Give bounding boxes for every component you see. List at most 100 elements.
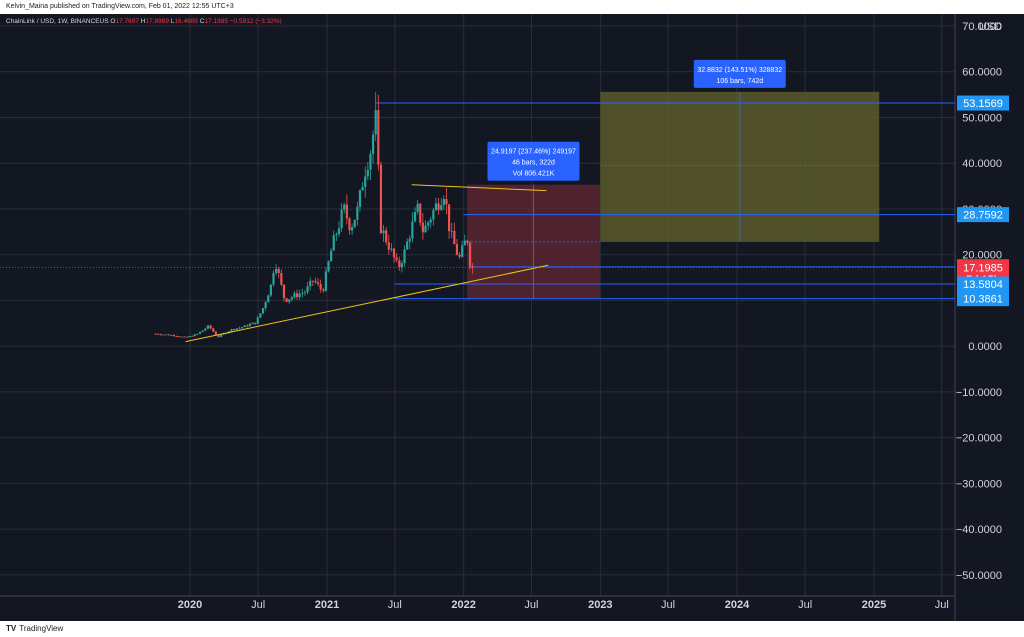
- x-tick-label: 2022: [451, 599, 475, 611]
- x-tick-label: Jul: [661, 599, 675, 611]
- legend-high-label: H: [140, 18, 146, 25]
- candle-body: [416, 203, 419, 212]
- candle-body: [461, 245, 464, 257]
- candle-body: [366, 169, 369, 177]
- candle-body: [385, 230, 388, 243]
- legend-high-value: 17.8969: [145, 18, 169, 25]
- candle-body: [419, 203, 422, 223]
- candle-body: [353, 219, 356, 228]
- candle-body: [466, 240, 469, 243]
- price-label: 10.3861: [963, 294, 1003, 306]
- candle-body: [233, 329, 236, 330]
- candle-body: [330, 250, 333, 262]
- price-chart[interactable]: 70.000060.000050.000040.000030.000020.00…: [0, 14, 1024, 621]
- candle-body: [248, 324, 252, 327]
- candle-body: [178, 336, 181, 338]
- short-range-label-line: Vol 806.421K: [513, 171, 555, 178]
- price-label: 53.1569: [963, 98, 1003, 110]
- projection-label-bg: [693, 59, 786, 88]
- candle-body: [251, 322, 254, 325]
- candle-body: [398, 260, 401, 268]
- candle-body: [311, 280, 314, 282]
- candle-body: [387, 242, 390, 250]
- candle-body: [442, 199, 445, 206]
- candle-body: [447, 204, 451, 232]
- candle-body: [191, 336, 194, 337]
- candle-body: [212, 328, 215, 332]
- candle-body: [421, 222, 424, 233]
- candle-body: [254, 322, 257, 324]
- candle-body: [170, 335, 173, 336]
- candle-body: [230, 329, 233, 332]
- candle-body: [364, 176, 367, 187]
- price-label-bg: [957, 260, 1009, 276]
- candle-body: [424, 225, 427, 233]
- trendline: [185, 264, 549, 343]
- x-tick-label: Jul: [524, 599, 538, 611]
- candle-body: [377, 110, 380, 165]
- candle-body: [164, 334, 168, 336]
- candle-body: [327, 261, 330, 272]
- legend-open-value: 17.7697: [115, 18, 139, 25]
- y-tick-label: 0.0000: [968, 341, 1002, 353]
- x-tick-label: 2024: [725, 599, 750, 611]
- projection-label-line: 106 bars, 742d: [716, 78, 763, 85]
- candle-body: [201, 330, 204, 332]
- candle-body: [267, 295, 270, 303]
- candle-body: [434, 203, 438, 211]
- candle-body: [453, 230, 456, 245]
- candle-body: [295, 293, 299, 298]
- candle-body: [303, 292, 307, 293]
- candle-body: [259, 313, 262, 318]
- candle-body: [264, 302, 267, 309]
- candle-body: [471, 266, 474, 268]
- candle-body: [214, 331, 217, 336]
- candle-body: [193, 334, 196, 337]
- candle-body: [261, 308, 265, 314]
- candle-body: [406, 241, 409, 250]
- short-range-label-bg: [487, 141, 580, 181]
- legend-close-label: C: [199, 18, 205, 25]
- candle-body: [455, 244, 459, 255]
- candle-body: [159, 334, 162, 336]
- candle-body: [332, 235, 335, 251]
- trendline: [411, 184, 547, 192]
- candle-body: [282, 284, 286, 299]
- candle-body: [185, 336, 189, 338]
- candle-body: [413, 211, 417, 222]
- short-range-label-line: 24.9197 (237.46%) 249197: [491, 149, 576, 156]
- price-label-bg: [957, 95, 1009, 111]
- candle-body: [408, 238, 411, 242]
- candle-body: [206, 325, 210, 329]
- candle-body: [358, 190, 362, 207]
- projection-label-line: 32.8832 (143.51%) 328832: [697, 67, 782, 74]
- candle-body: [167, 334, 170, 336]
- candle-body: [157, 333, 160, 335]
- candle-body: [162, 334, 165, 336]
- x-tick-label: 2023: [588, 599, 612, 611]
- candle-body: [374, 110, 377, 135]
- chart-frame[interactable]: 70.000060.000050.000040.000030.000020.00…: [0, 14, 1024, 621]
- chart-legend: ChainLink / USD, 1W, BINANCEUS O17.7697 …: [6, 18, 282, 25]
- candle-body: [301, 292, 304, 294]
- candle-body: [351, 227, 354, 231]
- candle-body: [458, 254, 461, 257]
- candle-body: [172, 335, 176, 337]
- footer: TV TradingView: [0, 621, 1024, 637]
- y-tick-label: −50.0000: [956, 570, 1002, 582]
- candle-body: [180, 336, 183, 338]
- x-tick-label: 2025: [862, 599, 886, 611]
- candle-body: [246, 325, 249, 327]
- candle-body: [343, 204, 346, 210]
- candle-body: [463, 240, 466, 246]
- candle-body: [209, 325, 212, 329]
- candle-body: [154, 333, 157, 335]
- candle-body: [272, 272, 275, 285]
- x-tick-label: Jul: [935, 599, 949, 611]
- candle-body: [285, 298, 288, 302]
- legend-low-value: 16.4689: [174, 18, 198, 25]
- candle-body: [440, 205, 443, 210]
- candle-body: [429, 219, 432, 223]
- candle-body: [290, 297, 293, 300]
- y-tick-label: −40.0000: [956, 524, 1002, 536]
